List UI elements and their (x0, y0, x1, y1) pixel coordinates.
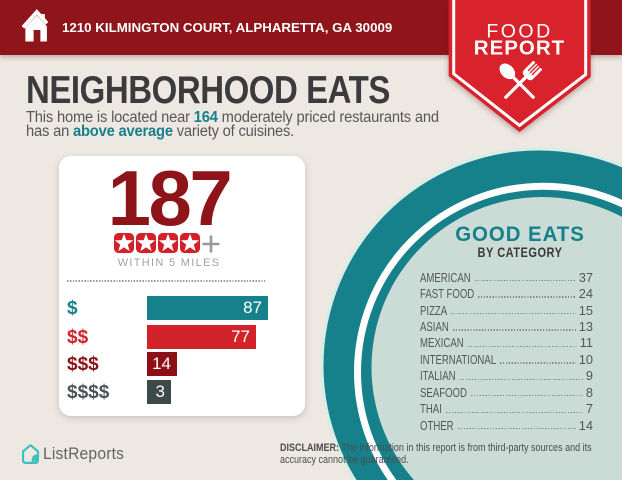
svg-text:FOOD: FOOD (486, 21, 552, 43)
svg-text:REPORT: REPORT (474, 37, 565, 60)
